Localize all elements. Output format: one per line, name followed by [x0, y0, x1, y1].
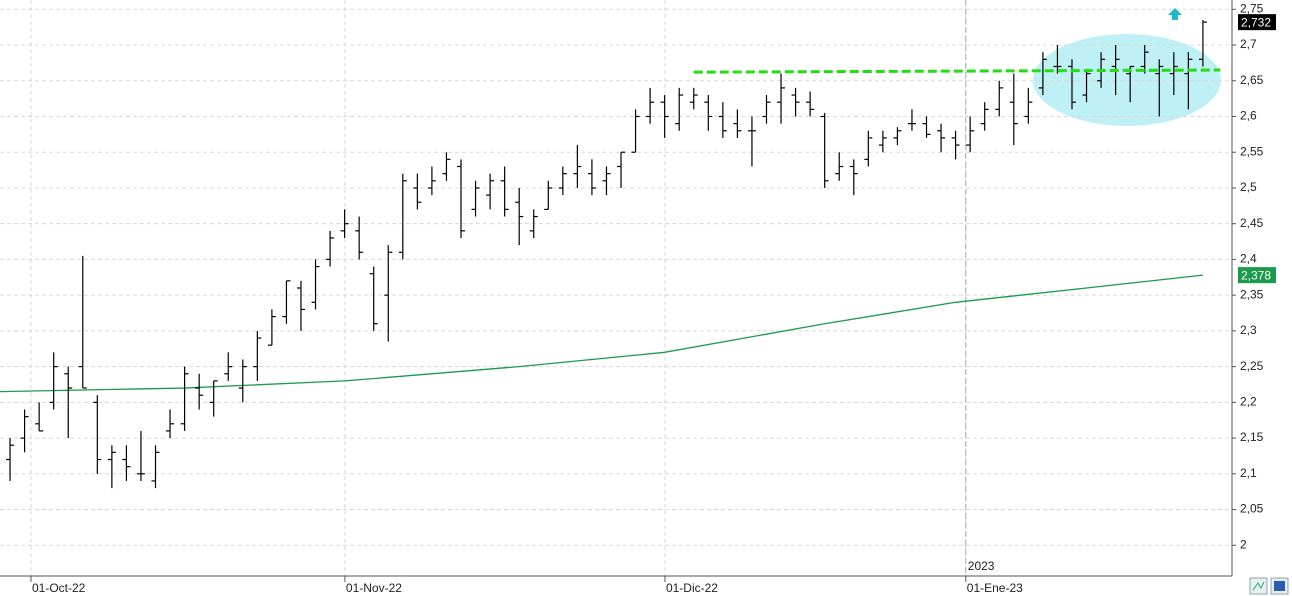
- y-tick-label: 2,6: [1240, 109, 1257, 123]
- y-tick-label: 2,15: [1240, 430, 1264, 444]
- y-tick-label: 2,75: [1240, 1, 1264, 15]
- y-tick-label: 2,25: [1240, 359, 1264, 373]
- price-tag-label: 2,732: [1241, 15, 1271, 29]
- moving-average: [0, 274, 1203, 393]
- save-icon: [1274, 581, 1285, 591]
- x-tick-label: 01-Oct-22: [32, 581, 86, 595]
- y-tick-label: 2: [1240, 537, 1247, 551]
- price-tag: [1238, 14, 1276, 31]
- y-tick-label: 2,4: [1240, 252, 1257, 266]
- y-tick-label: 2,1: [1240, 466, 1257, 480]
- y-tick-label: 2,35: [1240, 287, 1264, 301]
- plot-area: [0, 0, 1232, 576]
- y-tick-label: 2,5: [1240, 180, 1257, 194]
- y-tick-label: 2,3: [1240, 323, 1257, 337]
- highlight-zone: [1033, 34, 1221, 126]
- y-tick-label: 2,7: [1240, 37, 1257, 51]
- price-tag-label: 2,378: [1241, 268, 1271, 282]
- x-tick-label: 01-Nov-22: [346, 581, 402, 595]
- zoom-button[interactable]: [1249, 577, 1268, 595]
- price-tag: [1238, 267, 1276, 284]
- y-tick-label: 2,05: [1240, 502, 1264, 516]
- x-tick-label: 01-Ene-23: [967, 581, 1023, 595]
- x-tick-label: 01-Dic-22: [666, 581, 718, 595]
- y-tick-label: 2,2: [1240, 395, 1257, 409]
- zoom-icon: [1252, 581, 1265, 591]
- y-tick-label: 2,45: [1240, 216, 1264, 230]
- y-tick-label: 2,55: [1240, 144, 1264, 158]
- up-arrow: [1168, 8, 1182, 20]
- resistance-line: [693, 68, 1221, 74]
- y-tick-label: 2,65: [1240, 73, 1264, 87]
- year-label: 2023: [968, 559, 995, 573]
